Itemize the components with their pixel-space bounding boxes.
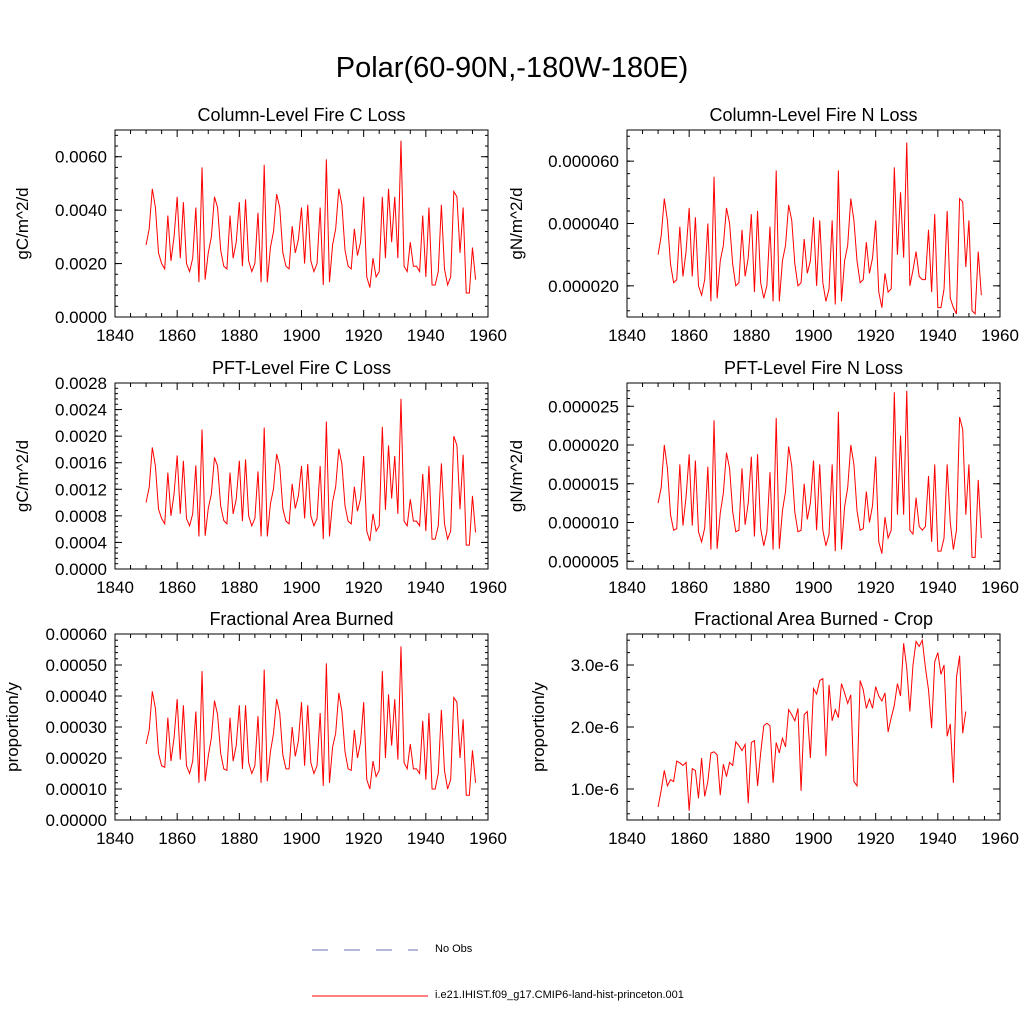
y-axis-label: gC/m^2/d [13,440,32,512]
x-tick-label: 1860 [158,829,196,848]
y-tick-label: 0.0008 [55,507,107,526]
y-tick-label: 0.00010 [46,780,107,799]
y-tick-label: 0.0012 [55,480,107,499]
y-tick-label: 0.0060 [55,148,107,167]
x-tick-label: 1940 [919,326,957,345]
y-tick-label: 2.0e-6 [571,718,619,737]
y-tick-label: 0.000020 [548,277,619,296]
x-tick-label: 1840 [608,326,646,345]
chart-title: PFT-Level Fire C Loss [212,358,391,378]
series-line [657,390,982,558]
x-tick-label: 1880 [220,578,258,597]
x-tick-label: 1960 [981,326,1019,345]
x-tick-label: 1840 [608,829,646,848]
chart-title: Fractional Area Burned - Crop [694,609,933,629]
plot-frame [626,633,1001,821]
y-tick-label: 0.000060 [548,152,619,171]
y-tick-label: 0.0028 [55,374,107,393]
y-tick-label: 0.000020 [548,436,619,455]
x-tick-label: 1860 [158,326,196,345]
legend-model-label: i.e21.IHIST.f09_g17.CMIP6-land-hist-prin… [435,989,684,1001]
x-tick-label: 1920 [857,829,895,848]
x-tick-label: 1960 [469,578,507,597]
x-tick-label: 1940 [919,578,957,597]
x-tick-label: 1940 [407,829,445,848]
y-tick-label: 0.000010 [548,514,619,533]
y-tick-label: 0.0004 [55,533,107,552]
y-tick-label: 0.0000 [55,308,107,327]
x-tick-label: 1880 [220,326,258,345]
y-tick-label: 0.000040 [548,215,619,234]
x-tick-label: 1920 [857,326,895,345]
x-tick-label: 1860 [670,326,708,345]
plot-frame [114,382,489,570]
plot-frame [114,633,489,821]
x-tick-label: 1960 [981,578,1019,597]
y-tick-label: 1.0e-6 [571,780,619,799]
x-tick-label: 1900 [795,829,833,848]
chart-title: Column-Level Fire C Loss [197,105,405,125]
x-tick-label: 1880 [220,829,258,848]
x-tick-label: 1860 [670,829,708,848]
y-tick-label: 3.0e-6 [571,656,619,675]
x-tick-label: 1940 [407,578,445,597]
y-tick-label: 0.0000 [55,560,107,579]
y-tick-label: 0.00020 [46,749,107,768]
y-tick-label: 0.00050 [46,656,107,675]
chart-title: Fractional Area Burned [209,609,393,629]
y-tick-label: 0.000025 [548,397,619,416]
y-tick-label: 0.00000 [46,811,107,830]
x-tick-label: 1920 [345,326,383,345]
x-tick-label: 1840 [608,578,646,597]
x-tick-label: 1960 [469,829,507,848]
series-line [657,638,967,811]
page-title: Polar(60-90N,-180W-180E) [335,52,689,84]
y-tick-label: 0.0016 [55,454,107,473]
x-tick-label: 1920 [345,829,383,848]
y-tick-label: 0.0040 [55,201,107,220]
y-axis-label: gC/m^2/d [13,187,32,259]
y-axis-label: proportion/y [3,682,22,772]
x-tick-label: 1900 [283,326,321,345]
x-tick-label: 1860 [670,578,708,597]
y-tick-label: 0.00040 [46,687,107,706]
chart-title: Column-Level Fire N Loss [709,105,917,125]
series-line [145,398,477,546]
x-tick-label: 1840 [96,578,134,597]
plot-frame [114,129,489,318]
y-tick-label: 0.000005 [548,552,619,571]
plot-frame [626,382,1001,570]
y-axis-label: proportion/y [529,682,548,772]
y-tick-label: 0.0020 [55,255,107,274]
x-tick-label: 1900 [283,829,321,848]
x-tick-label: 1920 [345,578,383,597]
x-tick-label: 1860 [158,578,196,597]
x-tick-label: 1940 [919,829,957,848]
series-line [657,142,982,316]
y-axis-label: gN/m^2/d [507,440,526,512]
x-tick-label: 1840 [96,326,134,345]
y-tick-label: 0.00060 [46,625,107,644]
x-tick-label: 1880 [732,326,770,345]
y-axis-label: gN/m^2/d [507,187,526,259]
y-tick-label: 0.00030 [46,718,107,737]
x-tick-label: 1880 [732,829,770,848]
y-tick-label: 0.000015 [548,475,619,494]
x-tick-label: 1960 [981,829,1019,848]
x-tick-label: 1900 [795,326,833,345]
series-line [145,646,477,796]
x-tick-label: 1900 [795,578,833,597]
x-tick-label: 1960 [469,326,507,345]
x-tick-label: 1900 [283,578,321,597]
y-tick-label: 0.0020 [55,427,107,446]
series-line [145,140,477,294]
x-tick-label: 1840 [96,829,134,848]
x-tick-label: 1920 [857,578,895,597]
legend-obs-label: No Obs [435,943,473,955]
x-tick-label: 1880 [732,578,770,597]
chart-title: PFT-Level Fire N Loss [724,358,903,378]
y-tick-label: 0.0024 [55,401,107,420]
x-tick-label: 1940 [407,326,445,345]
